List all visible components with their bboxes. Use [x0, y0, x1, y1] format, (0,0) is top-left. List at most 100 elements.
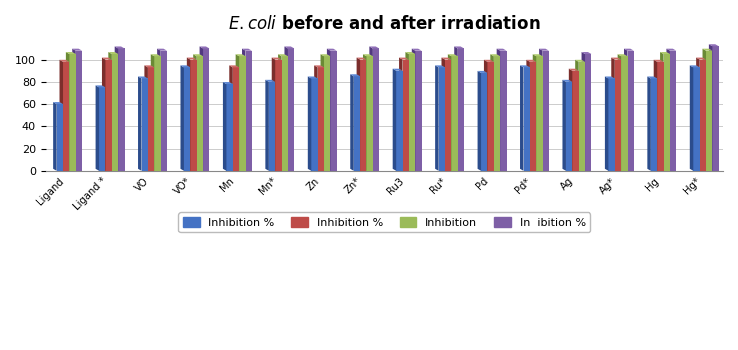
Polygon shape — [157, 49, 167, 51]
Polygon shape — [314, 65, 317, 171]
Polygon shape — [454, 47, 458, 171]
Polygon shape — [118, 48, 125, 171]
Polygon shape — [441, 58, 452, 60]
Polygon shape — [533, 54, 537, 171]
Polygon shape — [412, 49, 421, 51]
Polygon shape — [569, 69, 573, 171]
Polygon shape — [703, 49, 706, 171]
Polygon shape — [647, 77, 658, 78]
Polygon shape — [246, 51, 252, 171]
Polygon shape — [106, 60, 112, 171]
Polygon shape — [108, 52, 112, 171]
Polygon shape — [621, 56, 627, 171]
Polygon shape — [452, 56, 458, 171]
Polygon shape — [327, 49, 337, 51]
Polygon shape — [696, 58, 706, 60]
Polygon shape — [266, 80, 275, 82]
Polygon shape — [266, 80, 269, 171]
Polygon shape — [230, 65, 239, 67]
Polygon shape — [566, 82, 573, 171]
Polygon shape — [624, 49, 634, 51]
Polygon shape — [611, 58, 615, 171]
Polygon shape — [569, 69, 579, 71]
Polygon shape — [373, 48, 379, 171]
Polygon shape — [369, 47, 373, 171]
Polygon shape — [605, 77, 615, 78]
Polygon shape — [393, 69, 396, 171]
Polygon shape — [181, 65, 184, 171]
Polygon shape — [53, 102, 63, 104]
Polygon shape — [542, 51, 549, 171]
Polygon shape — [703, 49, 712, 51]
Polygon shape — [579, 62, 585, 171]
Polygon shape — [223, 82, 232, 84]
Polygon shape — [99, 88, 106, 171]
Polygon shape — [199, 47, 203, 171]
Polygon shape — [494, 56, 500, 171]
Polygon shape — [526, 60, 537, 62]
Polygon shape — [151, 54, 161, 56]
Polygon shape — [654, 60, 658, 171]
Polygon shape — [448, 54, 458, 56]
Polygon shape — [369, 47, 379, 48]
Polygon shape — [415, 51, 421, 171]
Polygon shape — [537, 56, 542, 171]
Polygon shape — [562, 80, 566, 171]
Polygon shape — [69, 54, 76, 171]
Polygon shape — [477, 71, 487, 73]
Polygon shape — [230, 65, 232, 171]
Polygon shape — [288, 48, 294, 171]
Polygon shape — [690, 65, 700, 67]
Polygon shape — [458, 48, 464, 171]
Polygon shape — [615, 60, 621, 171]
Polygon shape — [405, 52, 415, 54]
Polygon shape — [72, 49, 82, 51]
Polygon shape — [112, 54, 118, 171]
Polygon shape — [690, 65, 693, 171]
Polygon shape — [356, 58, 360, 171]
Polygon shape — [497, 49, 500, 171]
Polygon shape — [454, 47, 464, 48]
Polygon shape — [706, 51, 712, 171]
Polygon shape — [393, 69, 402, 71]
Polygon shape — [278, 54, 282, 171]
Polygon shape — [490, 54, 494, 171]
Polygon shape — [654, 60, 663, 62]
Polygon shape — [500, 51, 506, 171]
Polygon shape — [627, 51, 634, 171]
Polygon shape — [190, 60, 197, 171]
Polygon shape — [320, 54, 324, 171]
Polygon shape — [539, 49, 549, 51]
Polygon shape — [311, 78, 317, 171]
Polygon shape — [709, 44, 719, 46]
Polygon shape — [151, 54, 154, 171]
Polygon shape — [484, 60, 487, 171]
Polygon shape — [712, 46, 719, 171]
Polygon shape — [409, 54, 415, 171]
Polygon shape — [148, 67, 154, 171]
Polygon shape — [647, 77, 651, 171]
Polygon shape — [412, 49, 415, 171]
Polygon shape — [618, 54, 621, 171]
Polygon shape — [490, 54, 500, 56]
Polygon shape — [53, 102, 57, 171]
Polygon shape — [235, 54, 246, 56]
Polygon shape — [284, 47, 294, 48]
Polygon shape — [142, 78, 148, 171]
Polygon shape — [618, 54, 627, 56]
Polygon shape — [154, 56, 161, 171]
Polygon shape — [360, 60, 367, 171]
Polygon shape — [660, 52, 670, 54]
Polygon shape — [523, 67, 530, 171]
Polygon shape — [399, 58, 409, 60]
Polygon shape — [269, 82, 275, 171]
Polygon shape — [700, 60, 706, 171]
Polygon shape — [487, 62, 494, 171]
Polygon shape — [60, 60, 63, 171]
Polygon shape — [573, 71, 579, 171]
Polygon shape — [223, 82, 227, 171]
Polygon shape — [63, 62, 69, 171]
Polygon shape — [696, 58, 700, 171]
Polygon shape — [239, 56, 246, 171]
Polygon shape — [435, 65, 438, 171]
